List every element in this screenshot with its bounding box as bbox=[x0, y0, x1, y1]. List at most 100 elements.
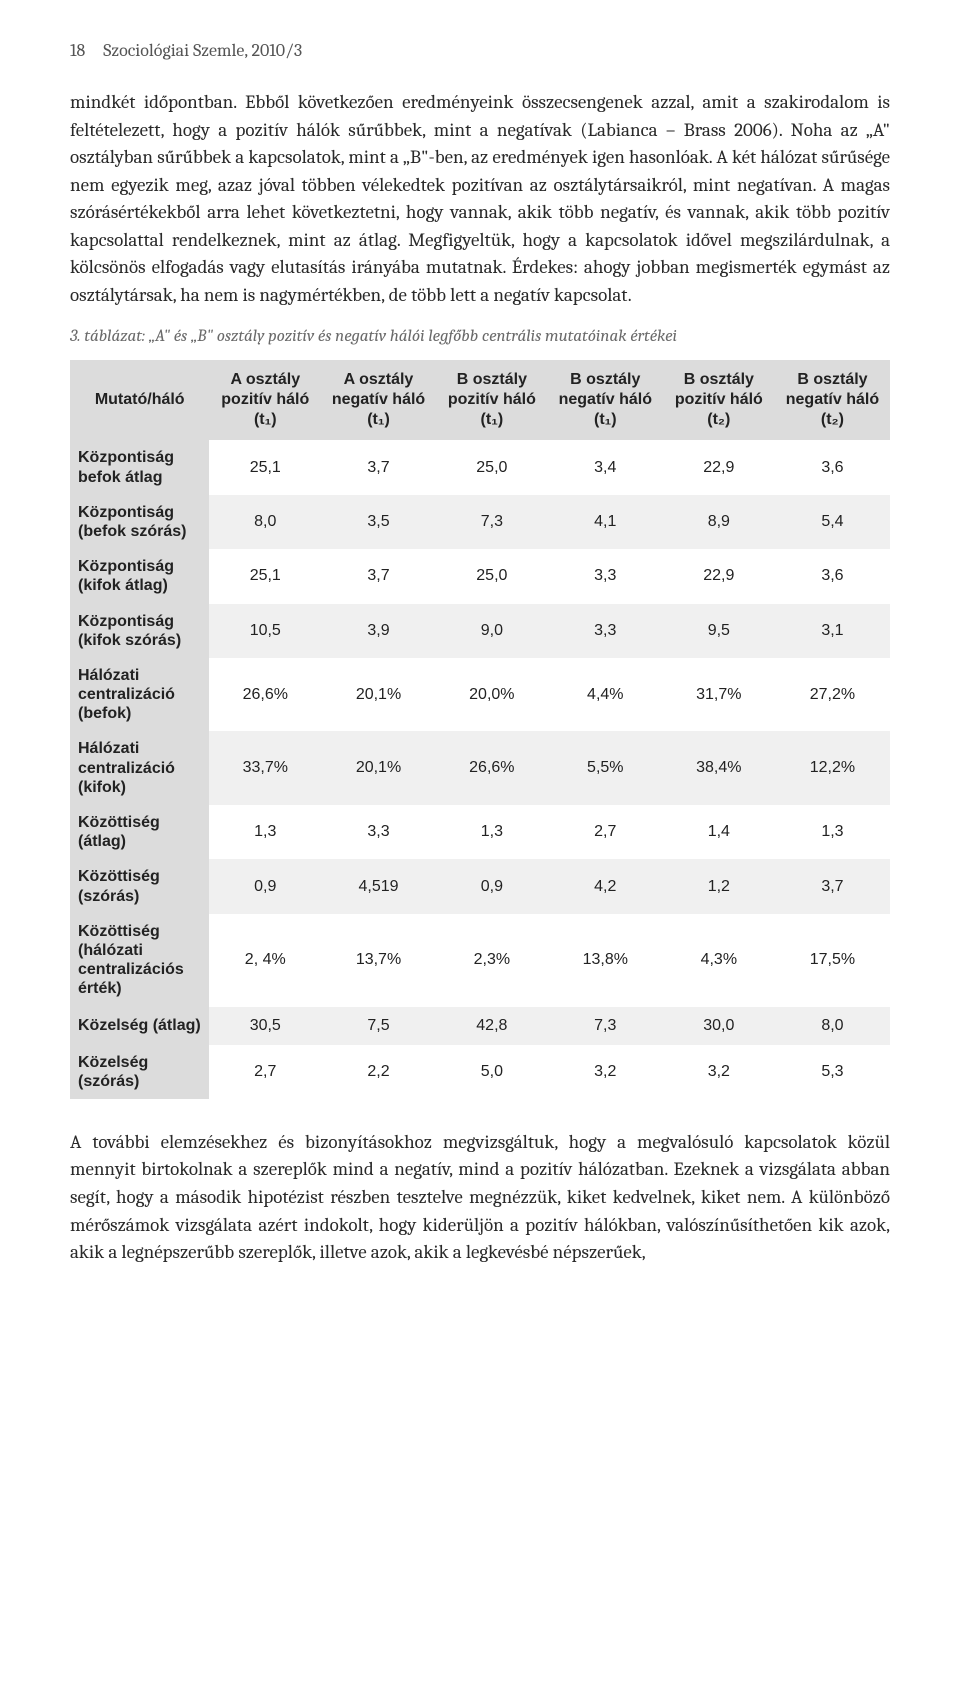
paragraph-2: A további elemzésekhez és bizonyításokho… bbox=[70, 1129, 890, 1267]
table-cell: 2,3% bbox=[436, 914, 548, 1007]
table-cell: 2,7 bbox=[548, 805, 663, 859]
table-cell: 12,2% bbox=[775, 731, 890, 805]
table-cell: 3,6 bbox=[775, 549, 890, 603]
row-label: Központiság (kifok átlag) bbox=[70, 549, 209, 603]
table-cell: 0,9 bbox=[436, 859, 548, 913]
table-cell: 1,3 bbox=[209, 805, 321, 859]
column-header: B osztály negatív háló (t₁) bbox=[548, 360, 663, 440]
row-label: Központiság (kifok szórás) bbox=[70, 604, 209, 658]
table-row: Közelség (átlag)30,57,542,87,330,08,0 bbox=[70, 1007, 890, 1045]
table-cell: 1,3 bbox=[775, 805, 890, 859]
column-header: B osztály pozitív háló (t₂) bbox=[663, 360, 775, 440]
table-cell: 3,2 bbox=[548, 1045, 663, 1099]
row-label: Hálózati centralizáció (kifok) bbox=[70, 731, 209, 805]
table-cell: 8,9 bbox=[663, 495, 775, 549]
column-header: A osztály pozitív háló (t₁) bbox=[209, 360, 321, 440]
row-label: Közelség (átlag) bbox=[70, 1007, 209, 1045]
table-cell: 4,2 bbox=[548, 859, 663, 913]
table-cell: 3,3 bbox=[548, 549, 663, 603]
row-label: Hálózati centralizáció (befok) bbox=[70, 658, 209, 732]
table-row: Központiság (kifok szórás)10,53,99,03,39… bbox=[70, 604, 890, 658]
table-row: Közelség (szórás)2,72,25,03,23,25,3 bbox=[70, 1045, 890, 1099]
table-cell: 4,4% bbox=[548, 658, 663, 732]
table-cell: 9,5 bbox=[663, 604, 775, 658]
row-label: Közöttiség (hálózati centralizációs érté… bbox=[70, 914, 209, 1007]
table-row: Közöttiség (szórás)0,94,5190,94,21,23,7 bbox=[70, 859, 890, 913]
table-cell: 8,0 bbox=[209, 495, 321, 549]
table-cell: 26,6% bbox=[436, 731, 548, 805]
table-cell: 3,9 bbox=[321, 604, 436, 658]
table-header-row: Mutató/háló A osztály pozitív háló (t₁) … bbox=[70, 360, 890, 440]
table-cell: 25,1 bbox=[209, 549, 321, 603]
table-cell: 3,3 bbox=[321, 805, 436, 859]
table-cell: 25,0 bbox=[436, 549, 548, 603]
table-cell: 3,6 bbox=[775, 440, 890, 494]
table-cell: 20,1% bbox=[321, 731, 436, 805]
row-label: Közöttiség (szórás) bbox=[70, 859, 209, 913]
metrics-table: Mutató/háló A osztály pozitív háló (t₁) … bbox=[70, 360, 890, 1099]
table-cell: 4,3% bbox=[663, 914, 775, 1007]
table-cell: 17,5% bbox=[775, 914, 890, 1007]
row-label: Központiság (befok szórás) bbox=[70, 495, 209, 549]
table-row: Központiság (befok szórás)8,03,57,34,18,… bbox=[70, 495, 890, 549]
column-header: B osztály pozitív háló (t₁) bbox=[436, 360, 548, 440]
table-cell: 30,0 bbox=[663, 1007, 775, 1045]
table-cell: 4,1 bbox=[548, 495, 663, 549]
table-cell: 1,4 bbox=[663, 805, 775, 859]
table-cell: 5,0 bbox=[436, 1045, 548, 1099]
page-number: 18 bbox=[70, 40, 85, 61]
table-cell: 42,8 bbox=[436, 1007, 548, 1045]
table-cell: 25,1 bbox=[209, 440, 321, 494]
table-cell: 3,2 bbox=[663, 1045, 775, 1099]
table-cell: 0,9 bbox=[209, 859, 321, 913]
column-header: B osztály negatív háló (t₂) bbox=[775, 360, 890, 440]
table-row: Központiság befok átlag25,13,725,03,422,… bbox=[70, 440, 890, 494]
table-cell: 3,5 bbox=[321, 495, 436, 549]
table-cell: 3,3 bbox=[548, 604, 663, 658]
table-row: Hálózati centralizáció (befok)26,6%20,1%… bbox=[70, 658, 890, 732]
table-cell: 38,4% bbox=[663, 731, 775, 805]
table-cell: 13,7% bbox=[321, 914, 436, 1007]
table-cell: 4,519 bbox=[321, 859, 436, 913]
journal-title: Szociológiai Szemle, 2010/3 bbox=[103, 40, 302, 61]
table-cell: 3,4 bbox=[548, 440, 663, 494]
table-row: Közöttiség (hálózati centralizációs érté… bbox=[70, 914, 890, 1007]
table-cell: 22,9 bbox=[663, 549, 775, 603]
table-cell: 10,5 bbox=[209, 604, 321, 658]
table-cell: 5,3 bbox=[775, 1045, 890, 1099]
table-cell: 22,9 bbox=[663, 440, 775, 494]
table-caption: 3. táblázat: „A" és „B" osztály pozitív … bbox=[70, 327, 890, 346]
table-cell: 9,0 bbox=[436, 604, 548, 658]
paragraph-1: mindkét időpontban. Ebből következően er… bbox=[70, 89, 890, 309]
column-header: Mutató/háló bbox=[70, 360, 209, 440]
table-cell: 20,0% bbox=[436, 658, 548, 732]
table-cell: 13,8% bbox=[548, 914, 663, 1007]
column-header: A osztály negatív háló (t₁) bbox=[321, 360, 436, 440]
table-row: Közöttiség (átlag)1,33,31,32,71,41,3 bbox=[70, 805, 890, 859]
table-cell: 7,3 bbox=[548, 1007, 663, 1045]
table-row: Központiság (kifok átlag)25,13,725,03,32… bbox=[70, 549, 890, 603]
table-cell: 7,3 bbox=[436, 495, 548, 549]
table-cell: 7,5 bbox=[321, 1007, 436, 1045]
table-cell: 3,1 bbox=[775, 604, 890, 658]
table-row: Hálózati centralizáció (kifok)33,7%20,1%… bbox=[70, 731, 890, 805]
row-label: Közelség (szórás) bbox=[70, 1045, 209, 1099]
table-cell: 2,7 bbox=[209, 1045, 321, 1099]
table-cell: 33,7% bbox=[209, 731, 321, 805]
table-cell: 5,4 bbox=[775, 495, 890, 549]
table-cell: 30,5 bbox=[209, 1007, 321, 1045]
row-label: Központiság befok átlag bbox=[70, 440, 209, 494]
table-cell: 31,7% bbox=[663, 658, 775, 732]
table-cell: 8,0 bbox=[775, 1007, 890, 1045]
table-cell: 25,0 bbox=[436, 440, 548, 494]
table-cell: 1,3 bbox=[436, 805, 548, 859]
table-cell: 26,6% bbox=[209, 658, 321, 732]
page-header: 18 Szociológiai Szemle, 2010/3 bbox=[70, 40, 890, 61]
table-cell: 20,1% bbox=[321, 658, 436, 732]
table-cell: 2,2 bbox=[321, 1045, 436, 1099]
table-cell: 27,2% bbox=[775, 658, 890, 732]
row-label: Közöttiség (átlag) bbox=[70, 805, 209, 859]
table-cell: 1,2 bbox=[663, 859, 775, 913]
table-cell: 2, 4% bbox=[209, 914, 321, 1007]
table-cell: 3,7 bbox=[775, 859, 890, 913]
